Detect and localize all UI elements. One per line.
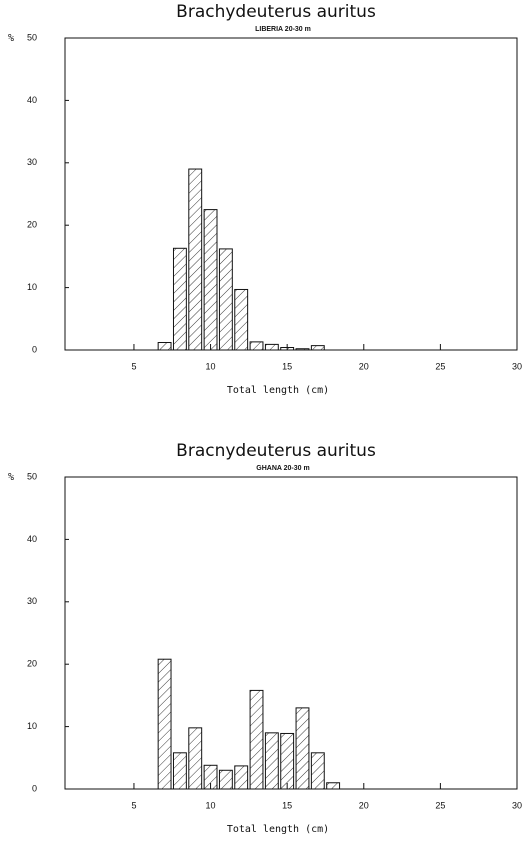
bar	[264, 343, 279, 351]
chart-title: Bracnydeuterus auritus	[176, 441, 376, 461]
x-axis-label: Total length (cm)	[227, 824, 329, 835]
x-tick-label: 10	[206, 361, 216, 371]
y-tick-label: 50	[27, 32, 37, 42]
bar	[218, 248, 233, 351]
y-tick-label: 10	[27, 721, 37, 731]
bar	[172, 752, 187, 790]
x-tick-label: 30	[512, 361, 522, 371]
x-tick-label: 25	[435, 800, 445, 810]
y-tick-label: 0	[32, 783, 37, 793]
bar	[295, 707, 310, 790]
bar	[234, 765, 249, 790]
bar	[249, 341, 264, 351]
bar	[280, 732, 295, 790]
y-tick-label: 0	[32, 344, 37, 354]
y-tick-label: 50	[27, 471, 37, 481]
bar	[203, 764, 218, 790]
x-tick-label: 5	[131, 800, 136, 810]
y-tick-label: 30	[27, 596, 37, 606]
y-tick-label: 40	[27, 534, 37, 544]
chart-subtitle: GHANA 20-30 m	[256, 465, 309, 472]
x-axis-label: Total length (cm)	[227, 385, 329, 396]
bar	[172, 247, 187, 351]
y-tick-label: 40	[27, 95, 37, 105]
y-axis-label: %	[8, 472, 14, 483]
bar	[203, 209, 218, 351]
bar	[157, 342, 172, 351]
bar	[234, 288, 249, 351]
y-tick-label: 10	[27, 282, 37, 292]
bar	[310, 345, 325, 351]
x-tick-label: 30	[512, 800, 522, 810]
x-tick-label: 15	[282, 361, 292, 371]
x-tick-label: 25	[435, 361, 445, 371]
plot-frame	[64, 37, 518, 351]
x-tick-label: 10	[206, 800, 216, 810]
y-axis-label: %	[8, 33, 14, 44]
bar	[218, 769, 233, 790]
y-tick-label: 30	[27, 157, 37, 167]
bar	[188, 727, 203, 790]
bar	[188, 168, 203, 351]
bar	[264, 732, 279, 790]
bar	[280, 347, 295, 351]
bar	[326, 782, 341, 790]
chart-subtitle: LIBERIA 20-30 m	[255, 26, 311, 33]
bar	[310, 752, 325, 790]
bar	[295, 348, 310, 351]
x-tick-label: 20	[359, 800, 369, 810]
x-tick-label: 20	[359, 361, 369, 371]
y-tick-label: 20	[27, 659, 37, 669]
bar	[249, 689, 264, 790]
bar	[157, 658, 172, 790]
y-tick-label: 20	[27, 220, 37, 230]
x-tick-label: 15	[282, 800, 292, 810]
x-tick-label: 5	[131, 361, 136, 371]
chart-title: Brachydeuterus auritus	[176, 2, 376, 22]
